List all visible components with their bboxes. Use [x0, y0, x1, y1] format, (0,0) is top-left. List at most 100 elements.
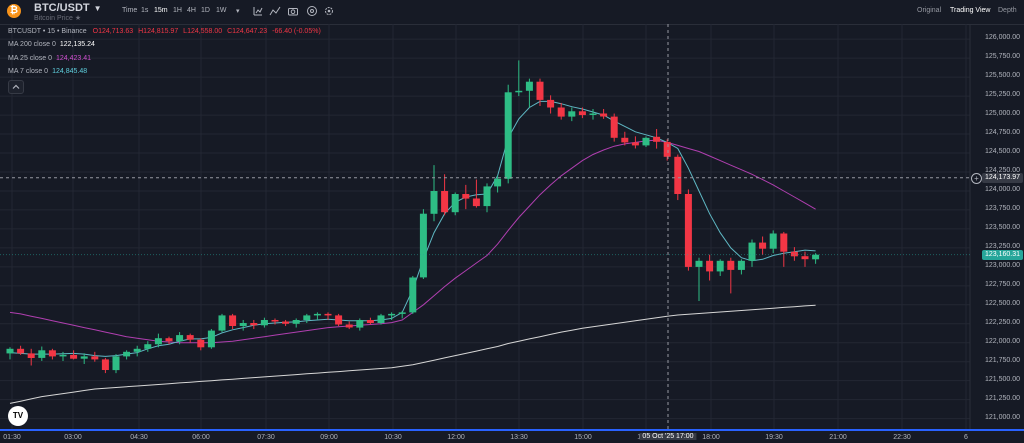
candle-body — [727, 260, 735, 270]
time-tick-label: 04:30 — [130, 434, 148, 441]
interval-1d[interactable]: 1D — [201, 7, 210, 14]
ohlc-close: C124,647.23 — [227, 28, 268, 35]
candle-body — [176, 335, 184, 342]
interval-dropdown-icon[interactable]: ▾ — [236, 8, 240, 15]
candle-body — [812, 254, 820, 260]
crosshair — [0, 24, 970, 430]
camera-icon[interactable] — [287, 5, 299, 17]
candle-body — [494, 178, 502, 187]
gear-icon[interactable] — [323, 5, 335, 17]
settings-icon[interactable] — [306, 5, 318, 17]
indicators-icon[interactable] — [269, 5, 281, 17]
ma25-value: 124,423.41 — [55, 55, 92, 62]
time-tick-label: 10:30 — [384, 434, 402, 441]
symbol-subtitle: Bitcoin Price ★ — [34, 15, 82, 22]
candle-body — [451, 194, 459, 213]
candle-body — [59, 354, 67, 357]
candle-body — [80, 356, 88, 359]
price-tick-label: 124,750.00 — [985, 129, 1021, 137]
candle-body — [790, 251, 798, 257]
interval-time[interactable]: Time — [122, 7, 138, 14]
symbol-label: BTC/USDT — [34, 2, 90, 14]
candle-body — [547, 99, 555, 108]
candle-body — [282, 321, 290, 324]
interval-1h[interactable]: 1H — [173, 7, 182, 14]
candle-body — [250, 323, 258, 326]
candle-body — [377, 315, 385, 323]
interval-1s[interactable]: 1s — [141, 7, 149, 14]
price-chart[interactable] — [0, 24, 1024, 443]
candle-body — [716, 260, 724, 272]
time-tick-label: 09:00 — [320, 434, 338, 441]
price-tick-label: 123,500.00 — [985, 223, 1021, 231]
chart-type-icon[interactable] — [252, 5, 264, 17]
chevron-up-icon — [12, 84, 20, 89]
interval-1w[interactable]: 1W — [216, 7, 227, 14]
candle-body — [674, 156, 682, 194]
symbol-selector[interactable]: BTC/USDT ▼ — [34, 2, 102, 14]
candle-body — [324, 313, 332, 316]
tab-depth[interactable]: Depth — [998, 7, 1017, 14]
candle-body — [218, 315, 226, 331]
price-tick-label: 124,500.00 — [985, 148, 1021, 155]
star-icon[interactable]: ★ — [74, 15, 82, 22]
candle-body — [472, 198, 480, 207]
tab-original[interactable]: Original — [917, 7, 942, 14]
candle-body — [303, 315, 311, 320]
price-tick-label: 124,250.00 — [985, 166, 1021, 174]
interval-4h[interactable]: 4H — [187, 7, 196, 14]
candle-body — [388, 313, 396, 316]
ma7-legend: MA 7 close 0 124,845.48 — [8, 68, 88, 75]
candles — [6, 60, 820, 374]
candle-body — [271, 320, 279, 322]
candle-body — [759, 242, 767, 249]
price-tick-label: 121,500.00 — [985, 375, 1021, 383]
crosshair-price-badge: 124,173.97 — [982, 172, 1024, 183]
candle-body — [123, 351, 131, 357]
candle-body — [366, 320, 374, 323]
candle-body — [568, 111, 576, 117]
candle-body — [335, 315, 343, 325]
candle-body — [653, 136, 661, 142]
candle-body — [27, 353, 35, 358]
collapse-legend-button[interactable] — [8, 80, 24, 94]
top-bar: ₿ BTC/USDT ▼ Bitcoin Price ★ Time 1s 15m … — [0, 0, 1024, 25]
legend-title: BTCUSDT • 15 • Binance — [8, 28, 87, 35]
candle-body — [101, 359, 109, 370]
ma25-legend: MA 25 close 0 124,423.41 — [8, 55, 92, 62]
last-price-badge: 123,160.31 — [982, 249, 1024, 260]
candle-body — [186, 335, 194, 340]
time-tick-label: 13:30 — [510, 434, 528, 441]
price-tick-label: 125,250.00 — [985, 91, 1021, 99]
time-tick-label: 03:00 — [64, 434, 82, 441]
price-tick-label: 121,000.00 — [985, 413, 1021, 421]
time-tick-label: 19:30 — [765, 434, 783, 441]
candle-body — [260, 320, 268, 326]
tab-trading-view[interactable]: Trading View — [950, 7, 991, 14]
candle-body — [112, 356, 120, 371]
candle-body — [578, 111, 586, 116]
candle-body — [48, 350, 56, 357]
candle-body — [695, 260, 703, 267]
add-alert-icon[interactable]: + — [971, 172, 982, 184]
candle-body — [409, 277, 417, 313]
candle-body — [345, 324, 353, 328]
ohlc-high: H124,815.97 — [138, 28, 179, 35]
price-tick-label: 123,750.00 — [985, 204, 1021, 212]
candle-body — [197, 339, 205, 348]
candle-body — [70, 354, 78, 359]
price-tick-label: 123,250.00 — [985, 242, 1021, 250]
tradingview-logo[interactable]: TV — [8, 406, 28, 426]
candle-body — [780, 233, 788, 252]
chevron-down-icon[interactable]: ▼ — [93, 4, 102, 13]
price-tick-label: 121,750.00 — [985, 356, 1021, 364]
time-tick-label: 15:00 — [574, 434, 592, 441]
candle-body — [165, 338, 173, 342]
chart-grid — [0, 24, 971, 430]
price-tick-label: 122,500.00 — [985, 299, 1021, 307]
candle-body — [313, 313, 321, 316]
interval-15m[interactable]: 15m — [154, 7, 168, 14]
ma7-value: 124,845.48 — [52, 68, 88, 75]
crosshair-time-badge: 05 Oct '25 17:00 — [639, 433, 697, 440]
candle-body — [610, 116, 618, 138]
